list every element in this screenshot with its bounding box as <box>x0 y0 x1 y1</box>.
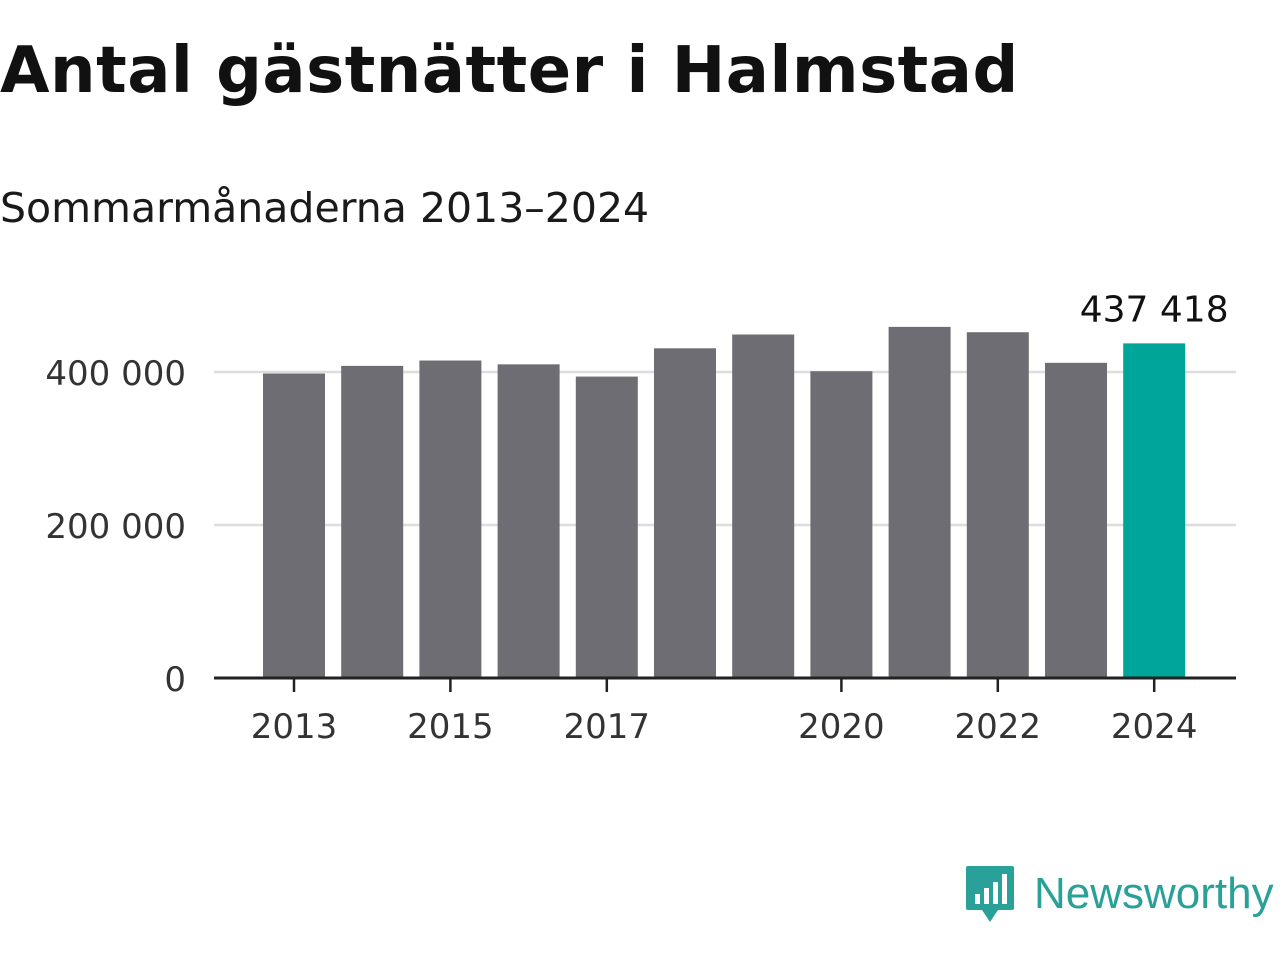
bar-2022 <box>966 332 1029 678</box>
newsworthy-logo-icon <box>966 866 1014 922</box>
y-tick-label: 400 000 <box>45 354 186 394</box>
bar-2014 <box>341 365 404 678</box>
bar-2013 <box>263 373 325 678</box>
bar-2018 <box>654 348 716 678</box>
chart-title: Antal gästnätter i Halmstad <box>0 34 1019 108</box>
bar-2016 <box>497 364 560 678</box>
bar-2019 <box>732 334 795 678</box>
highlight-value-label: 437 418 <box>1080 289 1229 330</box>
bar-2023 <box>1045 362 1107 678</box>
brand-name: Newsworthy <box>1034 869 1274 918</box>
chart-subtitle: Sommarmånaderna 2013–2024 <box>0 184 650 232</box>
bar-2017 <box>575 376 638 678</box>
x-tick-label: 2020 <box>798 707 885 747</box>
bar-2015 <box>419 360 482 678</box>
bar-2024 <box>1123 343 1186 678</box>
x-tick-label: 2013 <box>251 707 338 747</box>
x-tick-label: 2022 <box>955 707 1042 747</box>
x-tick-label: 2024 <box>1111 707 1198 747</box>
x-tick-label: 2017 <box>564 707 651 747</box>
bar-chart: 0 200 000 400 000 2013 2015 2017 2020 2022 2024 4… <box>45 289 1236 747</box>
bar-2020 <box>810 371 873 678</box>
y-tick-label: 200 000 <box>45 507 186 547</box>
bar-2021 <box>888 326 951 678</box>
x-tick-label: 2015 <box>407 707 494 747</box>
y-tick-label: 0 <box>164 660 186 700</box>
brand-logo: Newsworthy <box>964 864 1274 924</box>
